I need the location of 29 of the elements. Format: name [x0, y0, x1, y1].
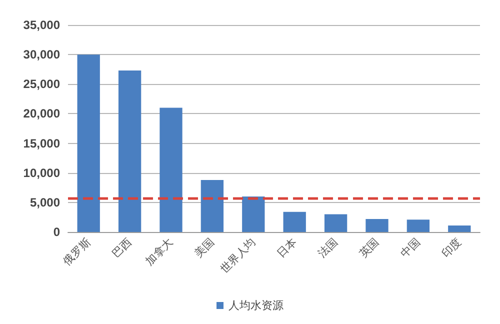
y-tick-label: 15,000 [23, 136, 60, 150]
bar [406, 220, 430, 232]
x-tick-label: 法国 [316, 235, 340, 260]
x-tick-label: 英国 [356, 235, 382, 260]
x-tick-label: 俄罗斯 [60, 235, 94, 268]
x-tick-label: 巴西 [110, 235, 134, 260]
x-tick-label: 美国 [192, 235, 217, 260]
y-tick-label: 30,000 [23, 48, 60, 62]
bar [366, 218, 388, 232]
bar [324, 214, 348, 232]
x-tick-label: 日本 [274, 235, 300, 260]
y-tick-label: 10,000 [23, 166, 60, 180]
bar [448, 225, 471, 232]
y-tick-label: 25,000 [23, 77, 60, 92]
y-tick-label: 35,000 [23, 18, 60, 32]
y-tick-label: 0 [53, 225, 60, 239]
bar [283, 212, 306, 232]
x-tick-label: 印度 [439, 235, 464, 260]
x-tick-label: 加拿大 [143, 235, 176, 268]
legend-label: 人均水资源 [228, 299, 284, 312]
x-tick-label: 世界人均 [218, 235, 258, 276]
bar [77, 54, 100, 232]
bar [160, 108, 182, 232]
bar [200, 180, 224, 232]
y-tick-label: 20,000 [23, 106, 60, 121]
bar [118, 70, 142, 232]
y-tick-label: 5,000 [30, 195, 60, 210]
bar [242, 196, 265, 232]
x-tick-label: 中国 [398, 235, 423, 260]
